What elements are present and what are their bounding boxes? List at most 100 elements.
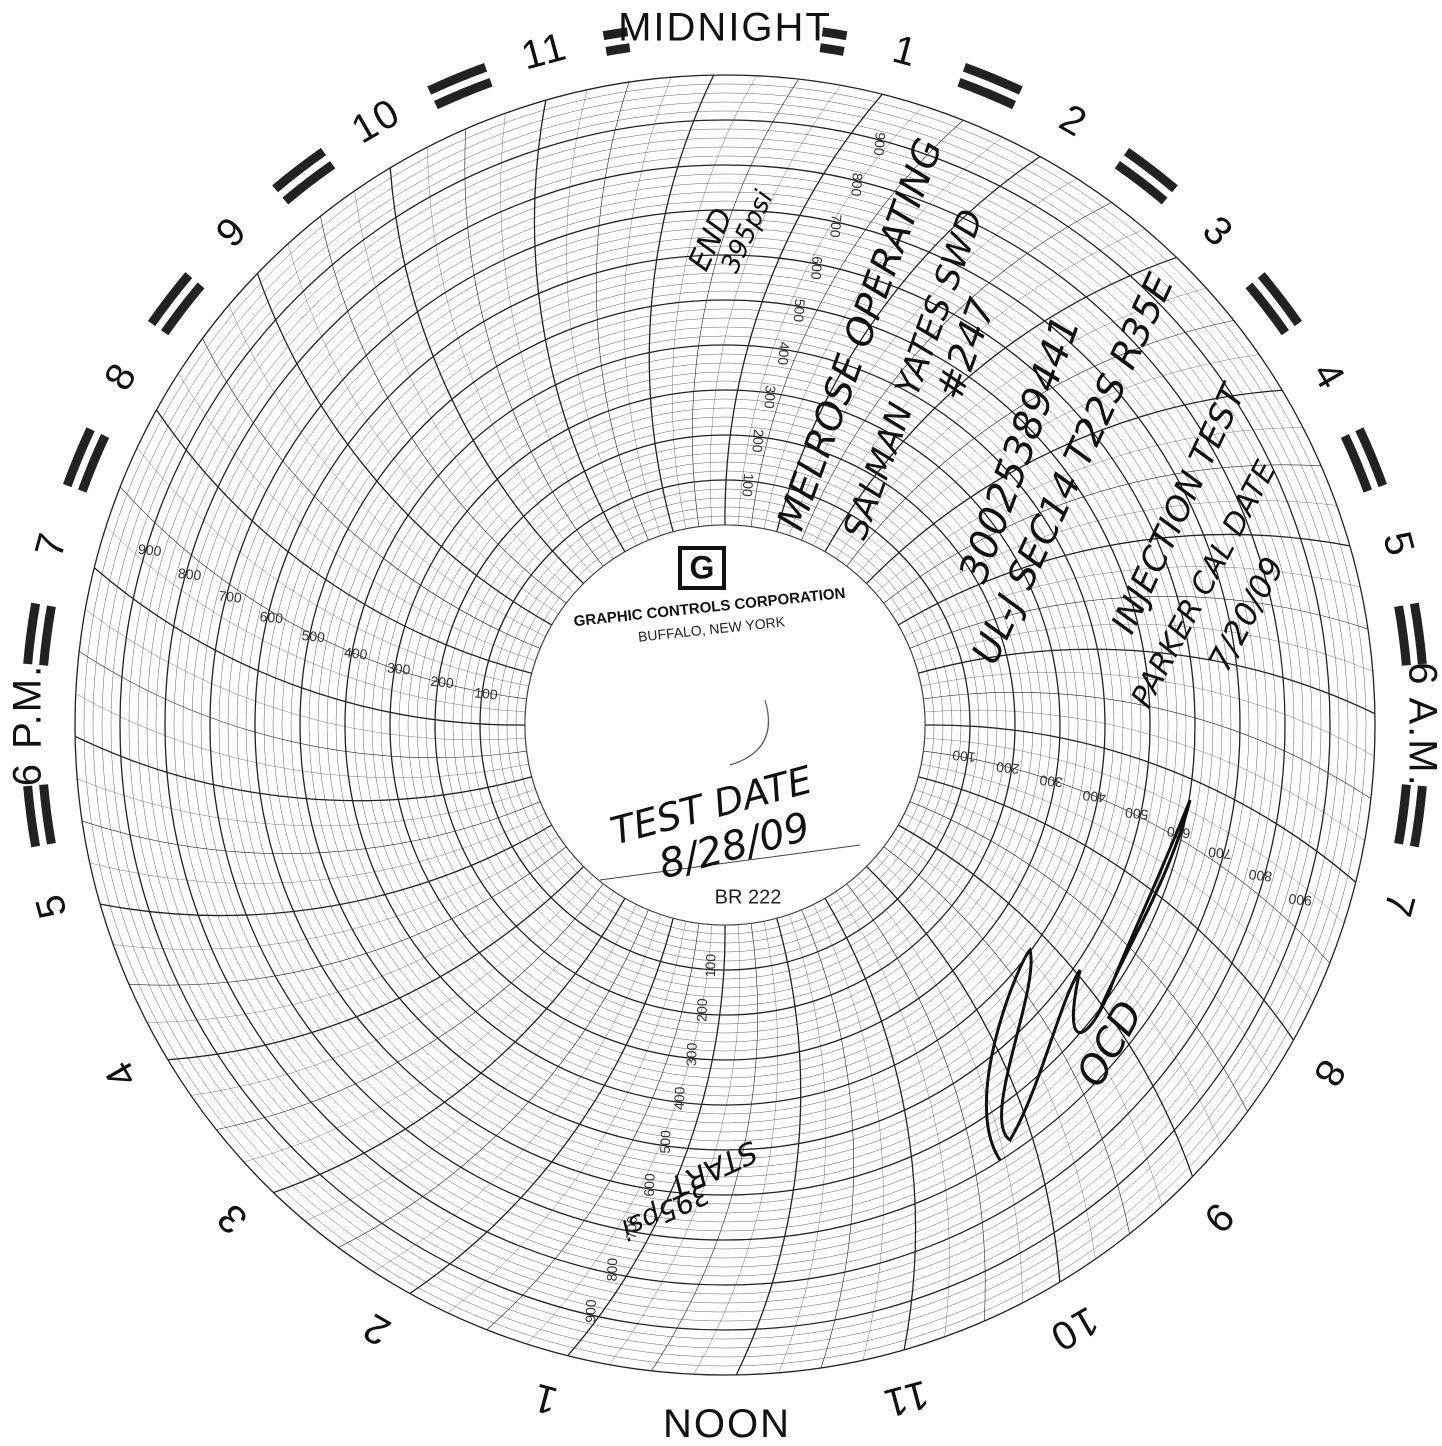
time-line (904, 566, 1361, 637)
scale-label: 400 (671, 1086, 688, 1110)
time-line (354, 190, 575, 594)
time-line (724, 93, 883, 526)
scale-label: 700 (218, 587, 243, 605)
time-line (875, 856, 1096, 1260)
scale-label: 100 (474, 684, 499, 702)
grid-circle (191, 191, 1259, 1259)
time-line (921, 672, 1375, 757)
time-line (651, 923, 758, 1371)
time-line (875, 427, 1303, 594)
time-line (120, 486, 527, 700)
time-line (801, 909, 854, 1368)
time-line (105, 526, 526, 713)
scale-label: 300 (386, 659, 411, 677)
time-line (891, 500, 1337, 615)
grid-circle (74, 74, 1376, 1376)
time-line (693, 921, 778, 1375)
hour-bar (161, 282, 205, 336)
time-line (243, 891, 615, 1163)
time-line (320, 216, 567, 604)
scale-label: 600 (641, 1173, 658, 1197)
grid-circle (101, 101, 1349, 1349)
time-line (763, 136, 1003, 529)
time-line (427, 147, 594, 575)
grid-circle (371, 371, 1079, 1079)
grid-circle (398, 398, 1052, 1052)
scale-label: 500 (657, 1130, 674, 1154)
grid-circle (425, 425, 1025, 1025)
time-line (924, 724, 1357, 883)
time-line (256, 273, 553, 626)
time-line (856, 875, 1023, 1303)
hour-bar (1394, 605, 1411, 666)
scale-label: 900 (871, 132, 889, 157)
time-line (500, 113, 615, 559)
grid-circle (452, 452, 998, 998)
time-line (865, 865, 1061, 1283)
hour-bar (1257, 272, 1303, 327)
grid-circle (218, 218, 1232, 1232)
time-line (273, 897, 626, 1194)
hour-label: 6 A.M. (1400, 662, 1442, 787)
time-line (609, 924, 741, 1365)
scale-label: 300 (1039, 772, 1064, 790)
grid-circle (164, 164, 1286, 1286)
time-line (190, 875, 594, 1096)
scale-label: 100 (951, 747, 976, 765)
time-line (692, 79, 799, 527)
hour-bar (821, 27, 848, 41)
hour-bar (1409, 602, 1427, 665)
hour-bar (1394, 784, 1411, 845)
logo-mark: G (690, 549, 715, 585)
logo-box (678, 546, 726, 590)
time-line (865, 389, 1283, 585)
grid-circle (470, 470, 980, 980)
time-line (228, 304, 546, 637)
grid-circle (344, 344, 1106, 1106)
time-line (924, 737, 1345, 924)
time-line (672, 75, 757, 529)
time-line (178, 373, 536, 661)
time-line (74, 735, 532, 802)
time-line (824, 256, 1177, 553)
grid-circle (479, 479, 971, 971)
time-line (918, 648, 1376, 715)
time-line (77, 778, 536, 827)
signature (984, 799, 1192, 1161)
grid-circle (434, 434, 1016, 1016)
time-line (923, 692, 1371, 799)
time-line (566, 89, 637, 546)
hour-bar (78, 434, 110, 493)
scale-label: 800 (177, 565, 202, 583)
time-line (533, 100, 626, 553)
scale-label: 200 (693, 998, 710, 1022)
time-line (776, 155, 1041, 532)
grid-circle (200, 200, 1250, 1250)
scale-label: 600 (808, 256, 826, 281)
hour-bar (272, 147, 327, 193)
time-line (147, 856, 575, 1023)
grid-circle (263, 263, 1187, 1187)
time-line (921, 763, 1314, 1003)
grid-circle (245, 245, 1205, 1205)
hour-label: NOON (661, 1400, 789, 1444)
time-line (389, 167, 585, 585)
time-line (338, 909, 649, 1248)
time-line (93, 567, 526, 726)
hour-bar (23, 602, 41, 665)
grid-circle (362, 362, 1088, 1088)
time-line (128, 846, 567, 986)
time-line (750, 120, 964, 527)
time-line (778, 914, 827, 1373)
grid-circle (182, 182, 1268, 1268)
scale-label: 800 (1248, 867, 1273, 885)
hour-bar (1245, 282, 1289, 336)
time-line (883, 846, 1130, 1234)
scale-label: 400 (1082, 788, 1107, 806)
center-disc (524, 524, 926, 926)
hour-bar (39, 605, 56, 666)
time-line (75, 693, 529, 778)
grid-circle (110, 110, 1340, 1340)
grid-circle (290, 290, 1160, 1160)
